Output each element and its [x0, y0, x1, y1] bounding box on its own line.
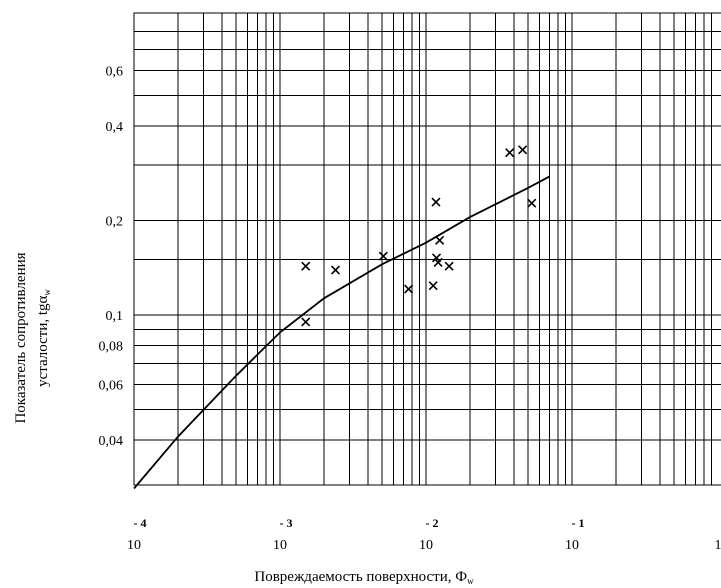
data-point: [428, 281, 438, 291]
data-point-stroke: [301, 317, 311, 327]
y-axis-label-line2: усталости, tgαw: [35, 289, 52, 387]
data-point: [527, 198, 537, 208]
y-tick-label: 0,4: [106, 120, 124, 135]
x-tick-label: 10: [273, 538, 287, 553]
data-point-stroke: [330, 265, 341, 275]
data-point-stroke: [527, 198, 537, 208]
x-tick-exponent: - 3: [280, 516, 293, 530]
data-point-stroke: [378, 251, 388, 261]
data-point: [518, 145, 528, 155]
data-point-stroke: [428, 281, 438, 291]
data-points: [301, 145, 537, 327]
plot-frame: [133, 12, 721, 486]
x-tick-label: 10: [565, 538, 579, 553]
y-tick-label: 0,08: [99, 339, 124, 354]
data-point: [301, 261, 311, 271]
grid: [134, 13, 721, 485]
data-point: [378, 251, 388, 261]
data-point-stroke: [301, 261, 311, 271]
data-point-stroke: [505, 148, 515, 158]
y-tick-label: 0,06: [99, 379, 124, 394]
y-axis-label-line1: Показатель сопротивления: [13, 252, 29, 423]
y-tick-label: 0,6: [106, 65, 124, 80]
x-tick-exponent: - 4: [134, 516, 147, 530]
data-point: [431, 197, 441, 207]
y-tick-label: 0,2: [106, 215, 124, 230]
data-point: [404, 284, 414, 294]
data-point: [435, 235, 445, 245]
data-point-stroke: [404, 284, 414, 294]
data-point-stroke: [431, 197, 441, 207]
x-tick-label: 10: [127, 538, 141, 553]
x-tick-label: 10: [419, 538, 433, 553]
data-point-stroke: [431, 253, 442, 263]
data-point-stroke: [435, 235, 445, 245]
x-tick-label: 1: [715, 538, 721, 553]
data-point-stroke: [444, 261, 454, 271]
data-point-stroke: [518, 145, 528, 155]
data-point: [433, 257, 443, 268]
y-tick-labels: 0,04 0,06 0,08 0,1 0,2 0,4 0,6: [99, 65, 124, 449]
data-point: [505, 148, 515, 158]
y-tick-label: 0,1: [106, 309, 124, 324]
trend-curve-layer: [133, 175, 550, 490]
data-point-stroke: [433, 257, 443, 268]
trend-curve: [133, 175, 550, 490]
data-point: [330, 265, 341, 275]
x-tick-exponent: - 1: [572, 516, 585, 530]
x-axis-label: Повреждаемость поверхности, Фw: [254, 569, 474, 586]
data-point: [444, 261, 454, 271]
y-tick-label: 0,04: [99, 434, 124, 449]
x-tick-labels: - 4 10 - 3 10 - 2 10 - 1 10 1: [127, 516, 721, 553]
data-point: [301, 317, 311, 327]
y-axis-label: Показатель сопротивления усталости, tgαw: [13, 252, 52, 423]
x-tick-exponent: - 2: [426, 516, 439, 530]
